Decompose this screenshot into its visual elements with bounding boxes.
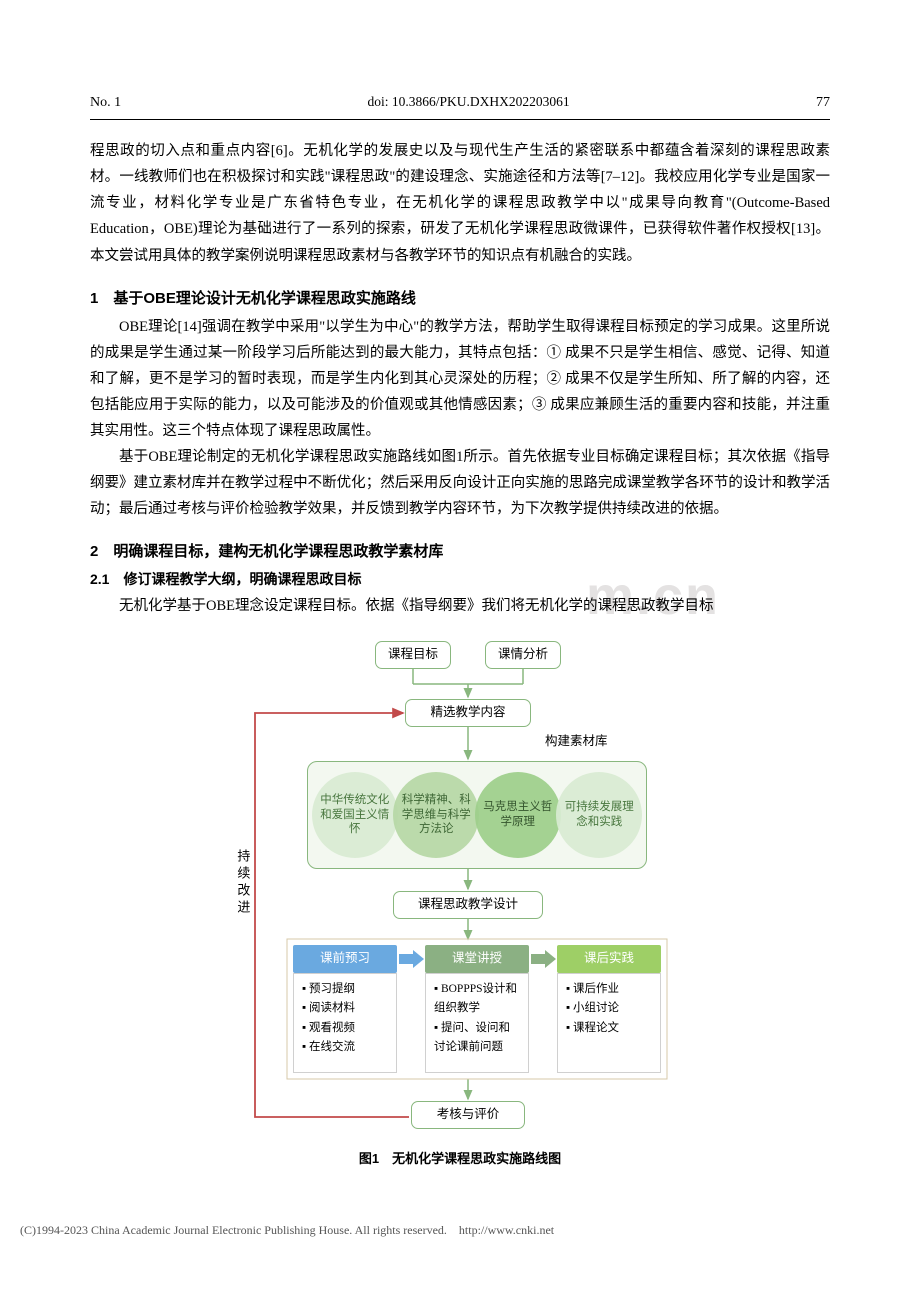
fc-stage-arrow-0 bbox=[399, 945, 424, 973]
fc-stage-2: 课后实践▪ 课后作业▪ 小组讨论▪ 课程论文 bbox=[557, 945, 661, 1073]
flowchart-figure: 课程目标 课情分析 精选教学内容 构建素材库 中华传统文化和爱国主义情怀科学精神… bbox=[225, 639, 695, 1141]
doi: doi: 10.3866/PKU.DXHX202203061 bbox=[367, 90, 569, 114]
fc-ellipse-container: 中华传统文化和爱国主义情怀科学精神、科学思维与科学方法论马克思主义哲学原理可持续… bbox=[307, 761, 647, 869]
page-header: No. 1 doi: 10.3866/PKU.DXHX202203061 77 bbox=[90, 90, 830, 120]
fc-stage-header-2: 课后实践 bbox=[557, 945, 661, 973]
fc-stage-header-1: 课堂讲授 bbox=[425, 945, 529, 973]
fc-stage-row: 课前预习▪ 预习提纲▪ 阅读材料▪ 观看视频▪ 在线交流课堂讲授▪ BOPPPS… bbox=[293, 945, 661, 1073]
fc-node-evaluate: 考核与评价 bbox=[411, 1101, 525, 1129]
fc-ellipse-0: 中华传统文化和爱国主义情怀 bbox=[312, 772, 398, 858]
fc-label-build-library: 构建素材库 bbox=[545, 734, 608, 749]
page-footer: (C)1994-2023 China Academic Journal Elec… bbox=[0, 1220, 920, 1262]
fc-ellipse-2: 马克思主义哲学原理 bbox=[475, 772, 561, 858]
section-1-p2: 基于OBE理论制定的无机化学课程思政实施路线如图1所示。首先依据专业目标确定课程… bbox=[90, 444, 830, 522]
fc-node-select-content: 精选教学内容 bbox=[405, 699, 531, 727]
section-1-p1: OBE理论[14]强调在教学中采用"以学生为中心"的教学方法，帮助学生取得课程目… bbox=[90, 314, 830, 444]
figure-1-caption: 图1 无机化学课程思政实施路线图 bbox=[90, 1147, 830, 1170]
section-2-p1: 无机化学基于OBE理念设定课程目标。依据《指导纲要》我们将无机化学的课程思政教学… bbox=[90, 593, 830, 619]
fc-stage-arrow-1 bbox=[531, 945, 556, 973]
fc-node-design: 课程思政教学设计 bbox=[393, 891, 543, 919]
fc-stage-body-0: ▪ 预习提纲▪ 阅读材料▪ 观看视频▪ 在线交流 bbox=[293, 973, 397, 1073]
issue-number: No. 1 bbox=[90, 90, 121, 115]
section-1-title: 1 基于OBE理论设计无机化学课程思政实施路线 bbox=[90, 285, 830, 312]
fc-node-goal: 课程目标 bbox=[375, 641, 451, 669]
fc-ellipse-3: 可持续发展理念和实践 bbox=[556, 772, 642, 858]
fc-stage-header-0: 课前预习 bbox=[293, 945, 397, 973]
fc-ellipse-1: 科学精神、科学思维与科学方法论 bbox=[393, 772, 479, 858]
fc-stage-body-1: ▪ BOPPPS设计和组织教学▪ 提问、设问和讨论课前问题 bbox=[425, 973, 529, 1073]
section-2-title: 2 明确课程目标，建构无机化学课程思政教学素材库 bbox=[90, 538, 830, 565]
fc-stage-1: 课堂讲授▪ BOPPPS设计和组织教学▪ 提问、设问和讨论课前问题 bbox=[425, 945, 529, 1073]
fc-node-analysis: 课情分析 bbox=[485, 641, 561, 669]
fc-stage-0: 课前预习▪ 预习提纲▪ 阅读材料▪ 观看视频▪ 在线交流 bbox=[293, 945, 397, 1073]
page-number: 77 bbox=[816, 90, 830, 115]
fc-label-continuous-improve: 持续改进 bbox=[231, 849, 254, 917]
fc-stage-body-2: ▪ 课后作业▪ 小组讨论▪ 课程论文 bbox=[557, 973, 661, 1073]
section-2-1-title: 2.1 修订课程教学大纲，明确课程思政目标 bbox=[90, 567, 830, 592]
intro-paragraph: 程思政的切入点和重点内容[6]。无机化学的发展史以及与现代生产生活的紧密联系中都… bbox=[90, 138, 830, 268]
